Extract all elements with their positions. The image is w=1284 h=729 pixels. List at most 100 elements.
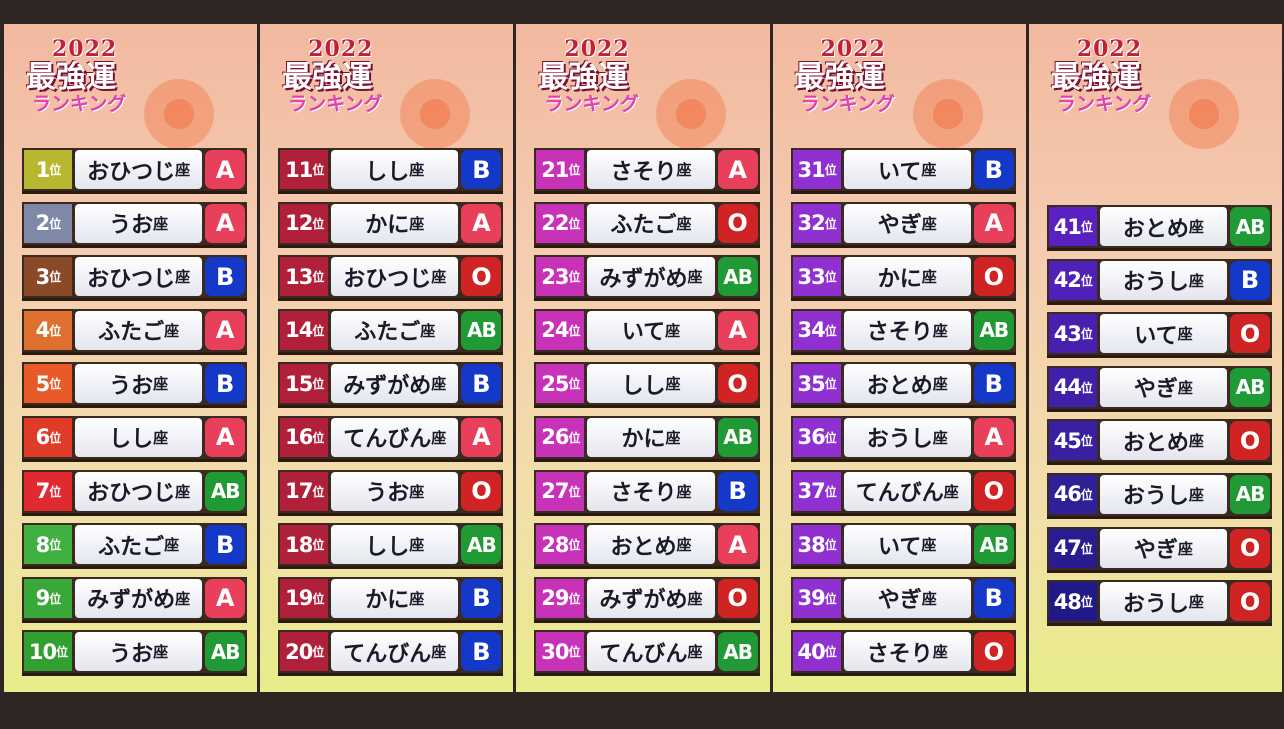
ranking-row: 19 位 かに座 B xyxy=(278,576,504,623)
ranking-row: 28 位 おとめ座 A xyxy=(534,523,760,570)
rank-number: 18 xyxy=(285,532,313,557)
rank-suffix: 位 xyxy=(1080,273,1093,288)
rank-suffix: 位 xyxy=(824,538,837,553)
rank-suffix: 位 xyxy=(312,538,324,553)
logo-year: 2022 xyxy=(564,36,630,62)
rank-suffix: 位 xyxy=(312,270,324,285)
sign-suffix: 座 xyxy=(665,321,681,340)
logo-title: 最強運 xyxy=(1050,60,1141,95)
rank-label: 18 位 xyxy=(280,525,329,565)
ranking-row: 24 位 いて座 A xyxy=(534,308,760,355)
zodiac-sign: しし座 xyxy=(75,417,203,457)
rank-suffix: 位 xyxy=(312,163,324,177)
rank-number: 46 xyxy=(1053,482,1082,507)
sign-suffix: 座 xyxy=(409,214,425,233)
sign-name: ふたご xyxy=(354,320,421,346)
flower-decoration xyxy=(1168,79,1239,149)
sign-suffix: 座 xyxy=(921,161,937,179)
zodiac-sign: さそり座 xyxy=(843,632,971,672)
ranking-row: 37 位 てんびん座 O xyxy=(790,469,1016,516)
rank-number: 30 xyxy=(541,639,569,664)
rank-number: 37 xyxy=(797,479,825,504)
blood-type-badge: AB xyxy=(1230,367,1271,407)
ranking-row: 48 位 おうし座 O xyxy=(1046,580,1273,627)
rank-number: 47 xyxy=(1053,536,1082,561)
rank-label: 36 位 xyxy=(792,417,841,457)
rank-number: 48 xyxy=(1053,589,1082,614)
zodiac-sign: やぎ座 xyxy=(843,578,971,618)
blood-type-badge: B xyxy=(461,150,502,189)
rank-suffix: 位 xyxy=(49,538,61,553)
rank-label: 34 位 xyxy=(792,310,841,350)
rank-number: 2 xyxy=(35,211,51,236)
sign-name: おひつじ xyxy=(87,481,176,507)
rank-label: 27 位 xyxy=(536,471,585,511)
rank-number: 8 xyxy=(35,532,51,557)
zodiac-sign: うお座 xyxy=(75,632,203,672)
blood-type-badge: O xyxy=(1230,314,1271,354)
rank-label: 38 位 xyxy=(792,525,841,565)
sign-name: うお xyxy=(365,481,410,507)
sign-suffix: 座 xyxy=(1177,325,1193,344)
rank-label: 32 位 xyxy=(792,203,841,243)
rank-suffix: 位 xyxy=(49,591,61,606)
rank-number: 42 xyxy=(1053,268,1082,293)
rank-number: 3 xyxy=(35,264,51,289)
blood-type-badge: O xyxy=(461,471,502,511)
zodiac-sign: おひつじ座 xyxy=(331,257,459,297)
rank-suffix: 位 xyxy=(49,216,61,231)
ranking-row: 20 位 てんびん座 B xyxy=(278,630,504,677)
rank-suffix: 位 xyxy=(1080,541,1093,556)
blood-type-badge: O xyxy=(1230,582,1271,622)
logo-subtitle: ランキング xyxy=(544,93,639,115)
rank-suffix: 位 xyxy=(1080,380,1093,395)
rank-suffix: 位 xyxy=(1080,595,1093,610)
rank-number: 1 xyxy=(35,157,51,182)
zodiac-sign: かに座 xyxy=(331,578,459,618)
blood-type-badge: B xyxy=(973,364,1014,404)
rank-suffix: 位 xyxy=(56,645,68,660)
ranking-row: 23 位 みずがめ座 AB xyxy=(534,255,760,302)
rank-label: 48 位 xyxy=(1048,582,1097,622)
rank-label: 37 位 xyxy=(792,471,841,511)
zodiac-sign: おひつじ座 xyxy=(75,471,203,511)
rank-label: 30 位 xyxy=(536,632,585,672)
rank-label: 26 位 xyxy=(536,417,585,457)
rank-label: 44 位 xyxy=(1048,367,1097,407)
rank-number: 26 xyxy=(541,425,569,450)
blood-type-badge: A xyxy=(205,150,246,189)
sign-suffix: 座 xyxy=(420,321,436,340)
sign-suffix: 座 xyxy=(153,214,169,233)
sign-suffix: 座 xyxy=(409,161,425,179)
rank-suffix: 位 xyxy=(568,538,581,553)
sign-suffix: 座 xyxy=(676,482,692,501)
rank-label: 40 位 xyxy=(792,632,841,672)
zodiac-sign: みずがめ座 xyxy=(331,364,459,404)
rank-number: 35 xyxy=(797,371,825,396)
zodiac-sign: おうし座 xyxy=(1099,474,1228,514)
logo-year: 2022 xyxy=(308,36,374,62)
logo-subtitle: ランキング xyxy=(1056,93,1152,115)
sign-name: てんびん xyxy=(599,641,688,667)
ranking-row: 29 位 みずがめ座 O xyxy=(534,576,760,623)
rank-label: 17 位 xyxy=(280,471,329,511)
rank-number: 6 xyxy=(35,425,51,450)
blood-type-badge: B xyxy=(973,578,1014,618)
sign-suffix: 座 xyxy=(921,589,937,608)
ranking-list: 31 位 いて座 B 32 位 やぎ座 A 33 位 かに座 O 34 位 さそり座 AB 35… xyxy=(790,148,1016,684)
sign-name: やぎ xyxy=(877,588,922,614)
zodiac-sign: おひつじ座 xyxy=(75,257,203,297)
ranking-row: 41 位 おとめ座 AB xyxy=(1046,205,1273,251)
sign-name: さそり xyxy=(866,641,933,667)
blood-type-badge: AB xyxy=(205,632,246,672)
blood-type-badge: A xyxy=(461,417,502,457)
sign-suffix: 座 xyxy=(153,643,169,662)
blood-type-badge: B xyxy=(461,578,502,618)
rank-number: 36 xyxy=(797,425,825,450)
